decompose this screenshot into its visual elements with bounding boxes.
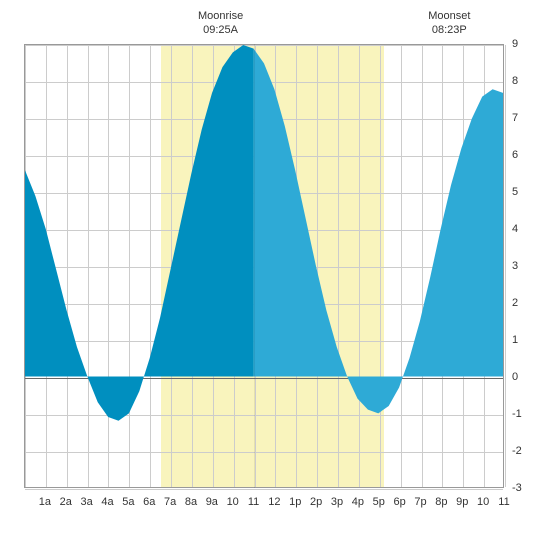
x-tick-label: 9p	[456, 496, 468, 508]
moonrise-time: 09:25A	[203, 24, 238, 36]
x-tick-label: 5a	[122, 496, 134, 508]
x-tick-label: 12	[268, 496, 280, 508]
y-tick-label: -1	[512, 408, 522, 420]
y-tick-label: -2	[512, 445, 522, 457]
y-tick-label: 7	[512, 112, 518, 124]
x-tick-label: 10	[477, 496, 489, 508]
x-tick-label: 6a	[143, 496, 155, 508]
x-tick-label: 11	[248, 496, 259, 508]
x-tick-label: 3p	[331, 496, 343, 508]
y-tick-label: 3	[512, 260, 518, 272]
x-tick-label: 4a	[101, 496, 113, 508]
tide-chart: Moonrise 09:25A Moonset 08:23P 1a 2a 3a 4a 5…	[24, 8, 526, 518]
x-tick-label: 9a	[206, 496, 218, 508]
x-tick-label: 4p	[352, 496, 364, 508]
y-tick-label: 1	[512, 334, 518, 346]
y-tick-label: 2	[512, 297, 518, 309]
moonset-time: 08:23P	[432, 24, 467, 36]
y-tick-label: -3	[512, 482, 522, 494]
x-tick-label: 8a	[185, 496, 197, 508]
moonset-label: Moonset	[428, 10, 470, 22]
x-tick-label: 10	[227, 496, 239, 508]
tide-area-pm	[254, 49, 503, 414]
x-tick-label: 11	[498, 496, 509, 508]
x-tick-label: 1a	[39, 496, 51, 508]
y-tick-label: 9	[512, 38, 518, 50]
x-tick-label: 2p	[310, 496, 322, 508]
y-tick-label: 5	[512, 186, 518, 198]
tide-svg	[25, 45, 503, 487]
y-tick-label: 4	[512, 223, 518, 235]
x-tick-label: 6p	[394, 496, 406, 508]
moonrise-label: Moonrise	[198, 10, 243, 22]
y-tick-label: 8	[512, 75, 518, 87]
x-tick-label: 7p	[414, 496, 426, 508]
tide-area-am	[25, 45, 254, 421]
plot-area	[24, 44, 504, 488]
x-tick-label: 5p	[373, 496, 385, 508]
y-tick-label: 6	[512, 149, 518, 161]
x-tick-label: 7a	[164, 496, 176, 508]
am-pm-divider	[254, 44, 255, 488]
grid-h	[25, 489, 503, 490]
grid-v	[505, 45, 506, 487]
x-tick-label: 3a	[80, 496, 92, 508]
y-tick-label: 0	[512, 371, 518, 383]
x-tick-label: 1p	[289, 496, 301, 508]
x-tick-label: 8p	[435, 496, 447, 508]
x-tick-label: 2a	[60, 496, 72, 508]
